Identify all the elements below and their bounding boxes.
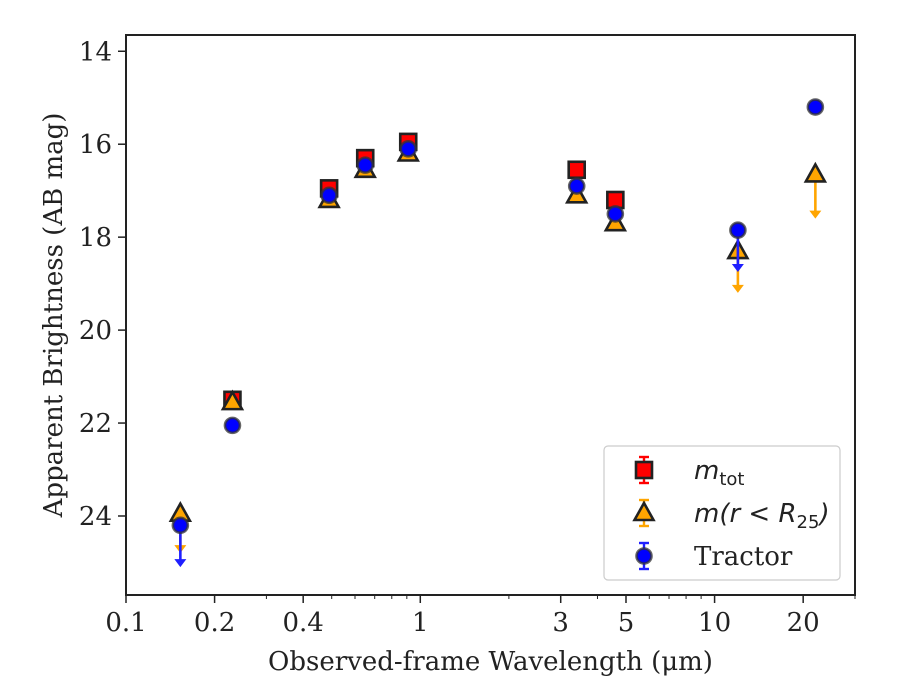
data-point — [803, 161, 828, 219]
legend-label: m(r < R25) — [694, 499, 830, 533]
y-tick-label: 22 — [79, 409, 112, 439]
triangle-marker — [803, 161, 828, 183]
legend: mtot m(r < R25) Tractor — [603, 445, 841, 581]
data-point — [567, 160, 587, 180]
upper-limit-arrowhead — [174, 559, 187, 568]
legend-entry: Tractor — [635, 541, 793, 572]
square-marker — [567, 160, 587, 180]
x-tick-label: 0.1 — [105, 608, 146, 638]
upper-limit-arrowhead — [809, 210, 822, 219]
y-tick-label: 16 — [79, 130, 112, 160]
legend-label: Tractor — [694, 542, 793, 572]
data-point — [320, 186, 338, 205]
y-tick-label: 18 — [79, 223, 112, 253]
data-point — [356, 156, 375, 174]
data-point — [399, 140, 418, 158]
legend-label: mtot — [694, 456, 744, 490]
y-tick-label: 24 — [79, 502, 112, 532]
series-square — [223, 132, 625, 410]
x-tick-label: 20 — [787, 608, 820, 638]
x-tick-label: 0.2 — [194, 608, 235, 638]
circle-marker — [635, 547, 653, 565]
plot-frame — [125, 34, 856, 596]
upper-limit-arrowhead — [731, 264, 744, 273]
circle-marker — [567, 177, 586, 195]
y-tick-label: 14 — [79, 37, 112, 67]
legend-entry: mtot — [634, 455, 744, 490]
data-point — [606, 205, 625, 223]
x-tick-label: 0.4 — [283, 608, 324, 638]
circle-marker — [171, 516, 190, 535]
x-tick-label: 1 — [412, 608, 429, 638]
y-tick-label: 20 — [79, 316, 112, 346]
y-axis-label: Apparent Brightness (AB mag) — [39, 113, 69, 519]
circle-marker — [223, 416, 242, 435]
circle-marker — [399, 140, 418, 158]
legend-entry: m(r < R25) — [632, 498, 830, 533]
data-point — [729, 221, 747, 273]
circle-marker — [806, 98, 825, 116]
circle-marker — [606, 205, 625, 223]
y-axis-ticks: 14 16 18 20 22 24 — [79, 37, 126, 532]
legend-box — [603, 445, 841, 581]
data-point — [223, 416, 242, 435]
circle-marker — [320, 186, 338, 205]
square-marker — [634, 460, 654, 480]
data-point — [220, 389, 245, 411]
series-circle — [171, 98, 825, 568]
x-tick-label: 3 — [552, 608, 569, 638]
data-point — [567, 177, 586, 195]
x-axis-ticks: 0.1 0.2 0.4 1 3 5 10 20 — [105, 595, 856, 638]
data-points — [168, 98, 828, 568]
triangle-marker — [632, 500, 656, 522]
triangle-marker — [220, 389, 245, 411]
x-tick-label: 10 — [698, 608, 731, 638]
circle-marker — [729, 221, 747, 239]
circle-marker — [356, 156, 375, 174]
data-point — [171, 516, 190, 568]
data-point — [806, 98, 825, 116]
upper-limit-arrowhead — [731, 284, 744, 293]
x-axis-label: Observed-frame Wavelength (μm) — [268, 647, 713, 677]
x-tick-label: 5 — [618, 608, 635, 638]
